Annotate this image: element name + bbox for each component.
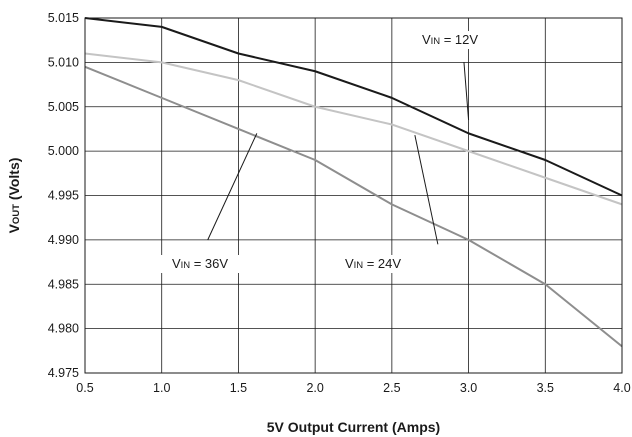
grid <box>84 17 623 374</box>
series-label-3: VIN = 36V <box>172 256 228 271</box>
annotation-leaders <box>207 62 470 245</box>
tick-labels: 0.5 1.0 1.5 2.0 2.5 3.0 3.5 4.0 4.975 4.980 4.985 4… <box>48 11 631 395</box>
annotation-background <box>325 255 421 273</box>
y-tick-label: 5.015 <box>48 11 79 25</box>
y-tick-label: 5.000 <box>48 144 79 158</box>
annotation-leader-line <box>207 133 258 241</box>
series-line-1 <box>84 17 623 197</box>
y-axis-title-main: V <box>6 223 22 233</box>
x-tick-label: 3.0 <box>460 381 477 395</box>
series-label-main: V <box>345 256 354 271</box>
y-tick-label: 5.005 <box>48 100 79 114</box>
series-label-main: V <box>172 256 181 271</box>
annotation-background <box>402 31 498 49</box>
y-tick-label: 4.985 <box>48 277 79 291</box>
x-tick-label: 2.0 <box>306 381 323 395</box>
x-tick-label: 0.5 <box>76 381 93 395</box>
series-label-1: VIN = 12V <box>422 32 478 47</box>
series-lines <box>84 17 623 348</box>
annotation-background <box>152 255 248 273</box>
plot-frame <box>84 17 623 374</box>
series-label-rest: = 36V <box>190 256 228 271</box>
x-tick-label: 3.5 <box>537 381 554 395</box>
x-tick-label: 1.0 <box>153 381 170 395</box>
series-label-rest: = 24V <box>363 256 401 271</box>
annotation-leader-line <box>463 62 470 121</box>
x-tick-label: 2.5 <box>383 381 400 395</box>
series-line-2 <box>84 52 623 206</box>
x-tick-label: 4.0 <box>613 381 630 395</box>
y-axis-title-sub: OUT <box>11 204 22 224</box>
annotation-leader-line <box>414 135 439 245</box>
y-axis-title-rest: (Volts) <box>6 158 22 204</box>
series-label-2: VIN = 24V <box>345 256 401 271</box>
x-axis-title: 5V Output Current (Amps) <box>267 419 440 435</box>
y-tick-label: 4.995 <box>48 189 79 203</box>
series-label-sub: IN <box>354 260 364 271</box>
x-tick-label: 1.5 <box>230 381 247 395</box>
y-tick-label: 4.980 <box>48 322 79 336</box>
y-tick-label: 5.010 <box>48 55 79 69</box>
series-label-main: V <box>422 32 431 47</box>
y-axis-title: VOUT (Volts) <box>6 158 22 234</box>
series-label-sub: IN <box>431 36 441 47</box>
y-tick-label: 4.975 <box>48 366 79 380</box>
y-tick-label: 4.990 <box>48 233 79 247</box>
series-label-rest: = 12V <box>440 32 478 47</box>
series-label-sub: IN <box>181 260 191 271</box>
series-line-3 <box>84 65 623 348</box>
